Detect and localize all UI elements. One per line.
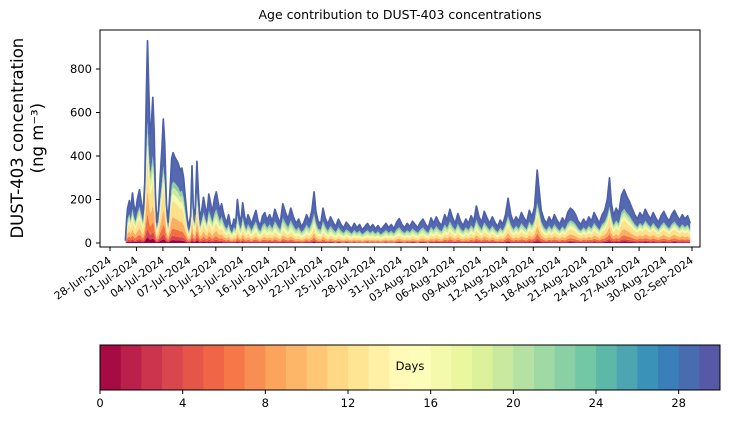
colorbar-segment <box>513 345 535 390</box>
colorbar-segment <box>306 345 328 390</box>
colorbar-segment <box>120 345 142 390</box>
y-tick-label: 0 <box>85 236 92 250</box>
colorbar-label: Days <box>395 359 425 373</box>
colorbar-tick-label: 0 <box>96 396 103 410</box>
age-band-0-2-days <box>125 236 691 243</box>
colorbar-tick-label: 20 <box>506 396 521 410</box>
y-tick-label: 800 <box>70 62 92 76</box>
age-band-3-5-days <box>125 228 691 243</box>
colorbar-tick-label: 4 <box>179 396 186 410</box>
chart-title: Age contribution to DUST-403 concentrati… <box>258 7 542 22</box>
colorbar-tick-label: 8 <box>262 396 269 410</box>
colorbar-segment <box>430 345 452 390</box>
colorbar-segment <box>472 345 494 390</box>
colorbar-segment <box>100 345 122 390</box>
age-band-26-30-days <box>125 40 691 242</box>
colorbar-segment <box>410 345 432 390</box>
colorbar-tick-label: 24 <box>589 396 604 410</box>
colorbar-segment <box>203 345 225 390</box>
colorbar-segment <box>492 345 514 390</box>
plot-border <box>99 29 701 248</box>
age-band-6-8-days <box>125 213 691 243</box>
envelope-line <box>124 39 692 241</box>
colorbar-segment <box>162 345 184 390</box>
colorbar-segment <box>596 345 618 390</box>
colorbar-segment <box>327 345 349 390</box>
y-tick-label: 400 <box>70 149 92 163</box>
colorbar-border <box>99 344 721 391</box>
colorbar-segment <box>534 345 556 390</box>
colorbar-segment <box>699 345 721 390</box>
age-band-12-14-days <box>125 156 691 243</box>
age-band-9-11-days <box>125 189 691 243</box>
colorbar-segment <box>658 345 680 390</box>
colorbar-segment <box>389 345 411 390</box>
colorbar-segment <box>182 345 204 390</box>
colorbar-segment <box>616 345 638 390</box>
colorbar-segment <box>575 345 597 390</box>
y-tick-label: 200 <box>70 193 92 207</box>
colorbar-segment <box>224 345 246 390</box>
colorbar-segment <box>348 345 370 390</box>
colorbar-segment <box>451 345 473 390</box>
colorbar-tick-label: 28 <box>671 396 686 410</box>
colorbar-segment <box>286 345 308 390</box>
y-tick-label: 600 <box>70 106 92 120</box>
colorbar-segment <box>244 345 266 390</box>
colorbar-tick-label: 12 <box>341 396 356 410</box>
colorbar-segment <box>265 345 287 390</box>
colorbar-segment <box>554 345 576 390</box>
colorbar-segment <box>678 345 700 390</box>
colorbar-tick-label: 16 <box>423 396 438 410</box>
colorbar-segment <box>141 345 163 390</box>
colorbar-segment <box>368 345 390 390</box>
colorbar-segment <box>637 345 659 390</box>
